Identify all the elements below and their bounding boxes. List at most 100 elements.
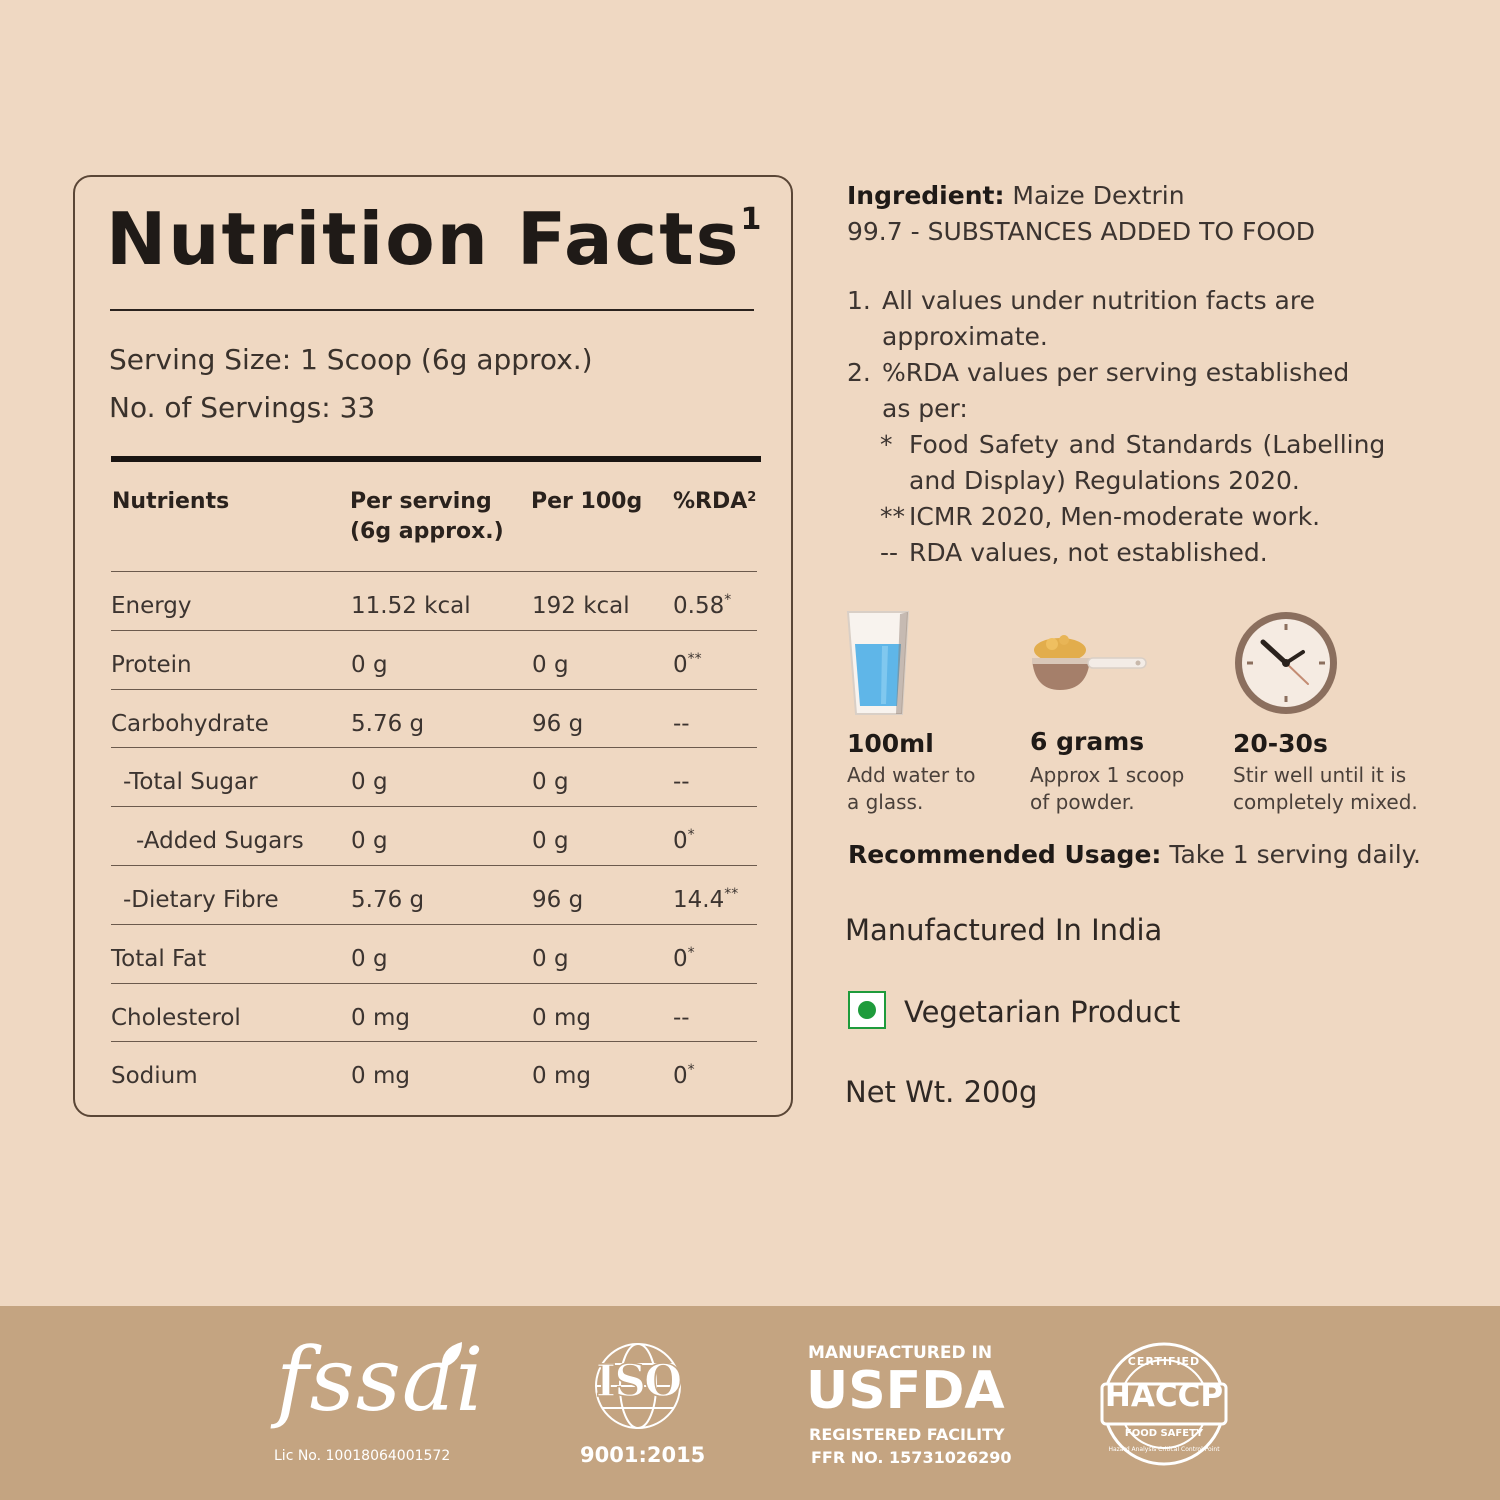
note-1-line-1: All values under nutrition facts are — [882, 286, 1315, 315]
per-100g-value: 192 kcal — [532, 593, 630, 619]
per-100g-value: 96 g — [532, 887, 584, 913]
net-weight: Net Wt. 200g — [845, 1075, 1038, 1109]
step-powder-label: 6 grams — [1030, 727, 1145, 756]
fssai-license: Lic No. 10018064001572 — [274, 1448, 451, 1464]
per-100g-value: 0 g — [532, 946, 569, 972]
table-row-divider — [111, 924, 757, 925]
nutrient-name: Sodium — [111, 1063, 198, 1089]
note-2-line-2: as per: — [882, 394, 968, 423]
haccp-badge-icon — [1100, 1342, 1228, 1466]
usage-label: Recommended Usage: — [848, 840, 1162, 869]
nutrient-name: Cholesterol — [111, 1005, 241, 1031]
leaf-icon — [441, 1342, 462, 1368]
nutrient-name: -Added Sugars — [136, 828, 304, 854]
per-100g-value: 0 g — [532, 652, 569, 678]
usfda-ffr-number: FFR NO. 15731026290 — [811, 1448, 1012, 1467]
per-100g-value: 0 mg — [532, 1063, 591, 1089]
water-glass-icon — [846, 611, 910, 715]
globe-icon — [595, 1343, 681, 1429]
subnote-3-mark: -- — [880, 538, 899, 567]
nutrition-facts-title: Nutrition Facts1 — [106, 197, 764, 281]
step-water: 100ml Add water to a glass. — [847, 729, 976, 816]
step-stir: 20-30s Stir well until it is completely … — [1233, 729, 1418, 816]
step-powder-line-1: Approx 1 scoop — [1030, 763, 1185, 787]
nutrient-name: -Total Sugar — [123, 769, 258, 795]
veg-mark-icon — [848, 991, 886, 1029]
rda-value: 0.58* — [673, 592, 732, 619]
usfda-logo: USFDA — [806, 1361, 1005, 1421]
table-row-divider — [111, 571, 757, 572]
subnote-1-line-1: Food Safety and Standards (Labelling — [909, 430, 1386, 459]
iso-logo: ISO — [595, 1356, 683, 1407]
clock-icon — [1235, 612, 1337, 714]
substances-line: 99.7 - SUBSTANCES ADDED TO FOOD — [847, 217, 1316, 246]
subnote-3-text: RDA values, not established. — [909, 538, 1268, 567]
header-per-100g: Per 100g — [531, 489, 643, 514]
step-powder-line-2: of powder. — [1030, 790, 1135, 814]
vegetarian-product: Vegetarian Product — [904, 995, 1181, 1029]
step-stir-line-1: Stir well until it is — [1233, 763, 1407, 787]
manufactured-in: Manufactured In India — [845, 913, 1163, 947]
nutrition-facts-card — [73, 175, 793, 1117]
title-divider — [110, 309, 754, 311]
per-100g-value: 0 mg — [532, 1005, 591, 1031]
table-row-divider — [111, 747, 757, 748]
number-of-servings: No. of Servings: 33 — [109, 391, 376, 424]
table-row-divider — [111, 806, 757, 807]
nutrient-name: Carbohydrate — [111, 711, 269, 737]
per-serving-value: 0 mg — [351, 1063, 410, 1089]
haccp-certified: CERTIFIED — [1127, 1355, 1201, 1368]
haccp-ring-text: Hazard Analysis Critical Control Point — [1108, 1446, 1220, 1453]
rda-value: 0* — [673, 945, 695, 972]
per-serving-value: 5.76 g — [351, 887, 425, 913]
usage-value: Take 1 serving daily. — [1169, 840, 1421, 869]
step-stir-line-2: completely mixed. — [1233, 790, 1418, 814]
header-rda: %RDA2 — [673, 489, 757, 514]
ingredient-value: Maize Dextrin — [1012, 181, 1185, 210]
header-nutrients: Nutrients — [112, 489, 230, 514]
recommended-usage: Recommended Usage: Take 1 serving daily. — [848, 842, 1421, 867]
per-serving-value: 0 g — [351, 946, 388, 972]
note-1-line-2: approximate. — [882, 322, 1048, 351]
subnote-2-mark: ** — [880, 502, 905, 531]
nutrient-name: Energy — [111, 593, 192, 619]
ingredient-label: Ingredient: — [847, 181, 1005, 210]
nutrient-name: Protein — [111, 652, 192, 678]
table-row-divider — [111, 983, 757, 984]
rda-value: 14.4** — [673, 886, 739, 913]
table-row-divider — [111, 689, 757, 690]
note-2-number: 2. — [847, 358, 871, 387]
step-powder: 6 grams Approx 1 scoop of powder. — [1030, 727, 1184, 816]
table-row-divider — [111, 1041, 757, 1042]
note-2-line-1: %RDA values per serving established — [882, 358, 1350, 387]
table-top-rule — [111, 456, 761, 462]
step-water-label: 100ml — [847, 729, 934, 758]
subnote-1-line-2: and Display) Regulations 2020. — [909, 466, 1300, 495]
usfda-registered-facility: REGISTERED FACILITY — [809, 1425, 1005, 1444]
per-serving-value: 0 g — [351, 828, 388, 854]
haccp-food-safety: FOOD SAFETY — [1124, 1428, 1204, 1439]
per-serving-value: 5.76 g — [351, 711, 425, 737]
usfda-manufactured-in: MANUFACTURED IN — [808, 1343, 993, 1363]
haccp-logo: HACCP — [1104, 1378, 1224, 1414]
rda-value: -- — [673, 711, 690, 737]
per-100g-value: 96 g — [532, 711, 584, 737]
per-serving-value: 11.52 kcal — [351, 593, 471, 619]
subnote-1-mark: * — [880, 430, 893, 459]
step-water-line-2: a glass. — [847, 790, 924, 814]
rda-value: 0* — [673, 827, 695, 854]
table-row-divider — [111, 865, 757, 866]
step-stir-label: 20-30s — [1233, 729, 1328, 758]
iso-number: 9001:2015 — [580, 1443, 706, 1467]
subnote-2-text: ICMR 2020, Men-moderate work. — [909, 502, 1321, 531]
step-water-line-1: Add water to — [847, 763, 976, 787]
per-100g-value: 0 g — [532, 828, 569, 854]
table-row-divider — [111, 630, 757, 631]
serving-size: Serving Size: 1 Scoop (6g approx.) — [109, 343, 593, 376]
rda-value: -- — [673, 769, 690, 795]
per-serving-value: 0 g — [351, 769, 388, 795]
note-1-number: 1. — [847, 286, 871, 315]
rda-value: 0* — [673, 1062, 695, 1089]
nutrient-name: Total Fat — [111, 946, 207, 972]
rda-value: 0** — [673, 651, 702, 678]
